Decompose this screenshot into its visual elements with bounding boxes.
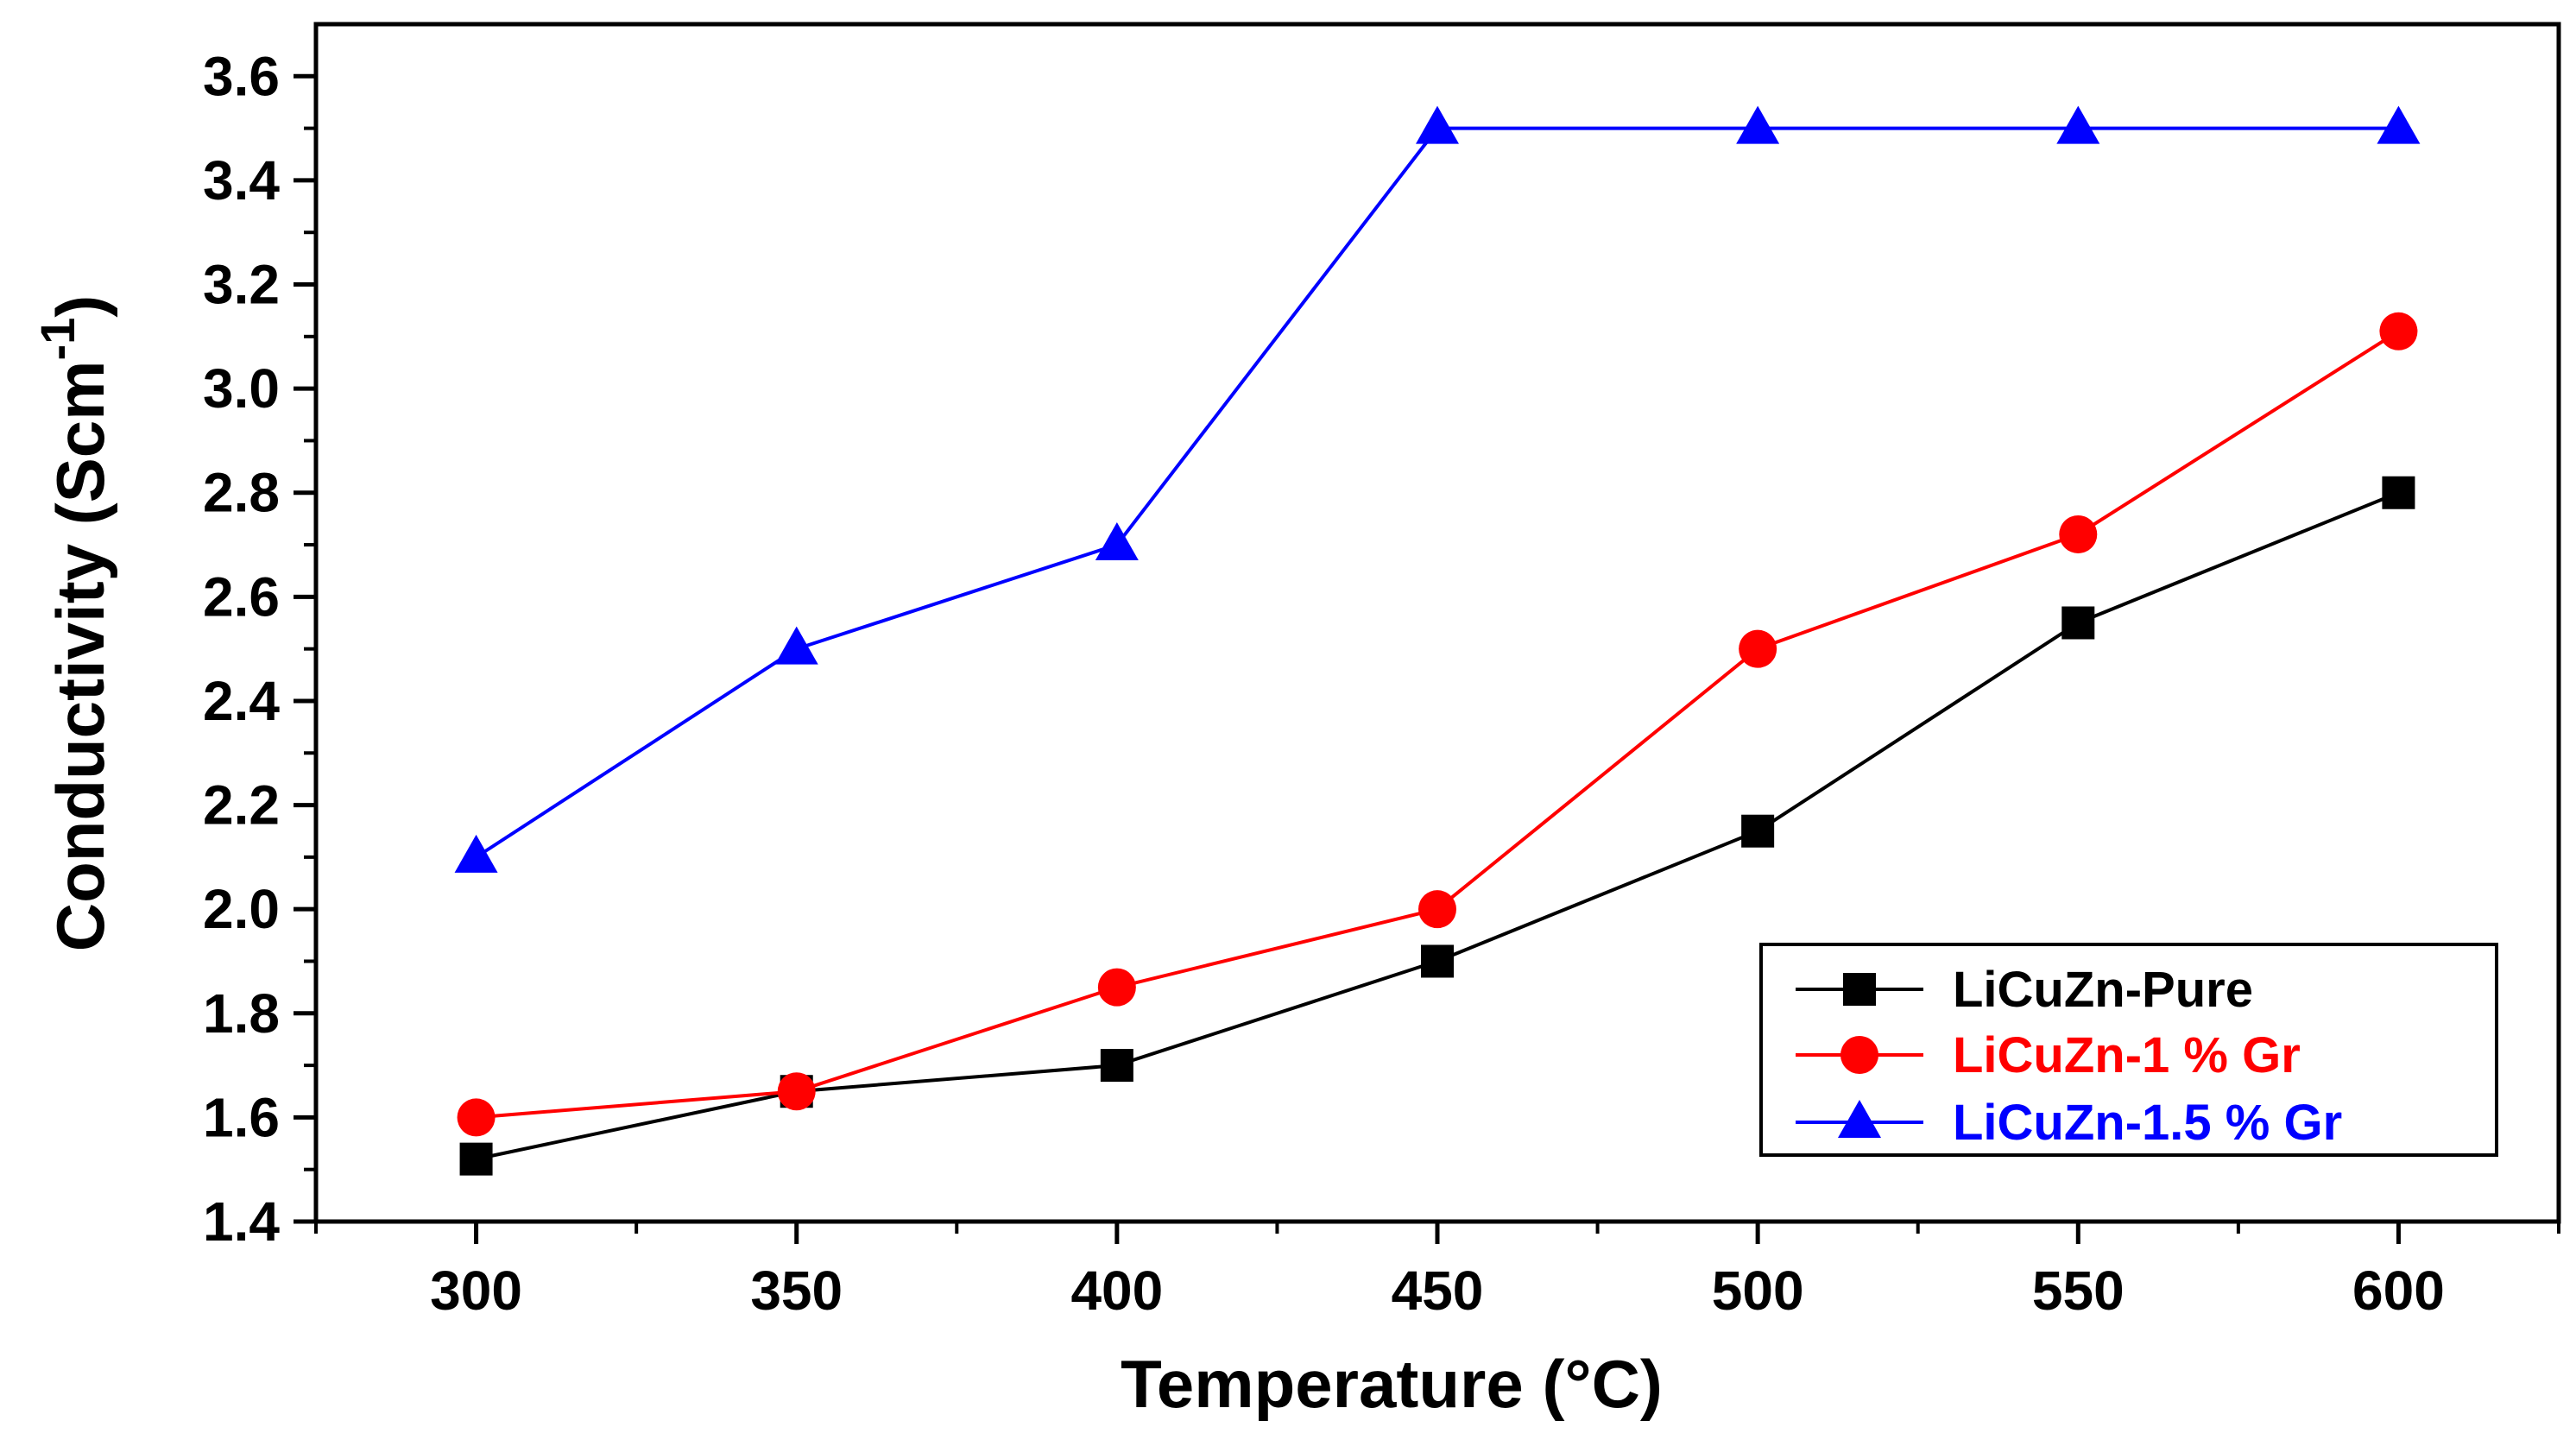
- y-axis-title-sup: -1: [30, 318, 85, 361]
- legend-entry: LiCuZn-1 % Gr: [1796, 1027, 2301, 1083]
- legend-label: LiCuZn-Pure: [1953, 962, 2253, 1018]
- series-triangle: [454, 105, 2421, 873]
- x-tick-label: 600: [2352, 1260, 2445, 1322]
- y-axis-title-close: ): [42, 295, 118, 318]
- y-tick-label: 2.0: [203, 878, 280, 940]
- y-axis-title-main: Conductivity (Scm: [42, 361, 118, 952]
- x-tick-label: 550: [2032, 1260, 2125, 1322]
- y-tick-label: 3.0: [203, 357, 280, 420]
- data-point: [2056, 105, 2100, 144]
- data-point: [1097, 968, 1136, 1007]
- data-point: [1741, 814, 1775, 848]
- x-tick-label: 500: [1712, 1260, 1804, 1322]
- y-tick-label: 3.2: [203, 254, 280, 316]
- data-point: [459, 1142, 493, 1176]
- legend-box: [1759, 943, 2498, 1157]
- legend-label: LiCuZn-1 % Gr: [1953, 1027, 2301, 1083]
- data-point: [1739, 629, 1777, 668]
- legend-marker: [1840, 1036, 1878, 1074]
- data-point: [1421, 944, 1454, 978]
- x-tick-label: 450: [1392, 1260, 1484, 1322]
- data-point: [2379, 312, 2418, 350]
- legend-entry: LiCuZn-1.5 % Gr: [1796, 1095, 2342, 1151]
- data-point: [457, 1098, 496, 1137]
- legend-label: LiCuZn-1.5 % Gr: [1953, 1095, 2342, 1151]
- y-tick-label: 1.6: [203, 1086, 280, 1148]
- data-point: [1100, 1049, 1133, 1083]
- data-point: [454, 834, 498, 873]
- x-tick-label: 350: [750, 1260, 843, 1322]
- y-tick-label: 3.4: [203, 149, 280, 212]
- legend-entry: LiCuZn-Pure: [1796, 962, 2253, 1018]
- data-point: [2061, 606, 2095, 640]
- series-layer: [454, 105, 2421, 1176]
- y-tick-label: 1.4: [203, 1190, 280, 1253]
- x-tick-label: 300: [430, 1260, 522, 1322]
- data-point: [774, 626, 818, 665]
- legend-marker: [1843, 973, 1876, 1006]
- data-point: [1736, 105, 1780, 144]
- data-point: [1095, 522, 1139, 561]
- data-point: [2377, 105, 2421, 144]
- y-tick-label: 1.8: [203, 982, 280, 1045]
- x-axis-title: Temperature (°C): [1121, 1346, 1663, 1422]
- y-axis-ticks: 1.4 1.6 1.8 2.0 2.2 2.4 2.6 2.8 3.0 3.2 3.4 3.6: [203, 45, 316, 1253]
- x-tick-label: 400: [1070, 1260, 1163, 1322]
- y-tick-label: 3.6: [203, 45, 280, 107]
- y-tick-label: 2.8: [203, 462, 280, 524]
- data-point: [777, 1072, 816, 1111]
- y-tick-label: 2.6: [203, 565, 280, 628]
- y-tick-label: 2.2: [203, 774, 280, 837]
- data-point: [1418, 890, 1456, 929]
- data-point: [2059, 515, 2098, 553]
- series-circle: [457, 312, 2418, 1137]
- legend-marker: [1838, 1100, 1881, 1138]
- data-point: [2382, 476, 2415, 509]
- legend: LiCuZn-Pure LiCuZn-1 % Gr LiCuZn-1.5 % Gr: [1759, 943, 2498, 1157]
- y-tick-label: 2.4: [203, 670, 280, 732]
- y-axis-title: Conductivity (Scm-1): [30, 295, 118, 952]
- series-line: [475, 126, 2399, 859]
- x-axis-ticks: 300 350 400 450 500 550 600: [314, 1222, 2560, 1322]
- data-point: [1416, 105, 1459, 144]
